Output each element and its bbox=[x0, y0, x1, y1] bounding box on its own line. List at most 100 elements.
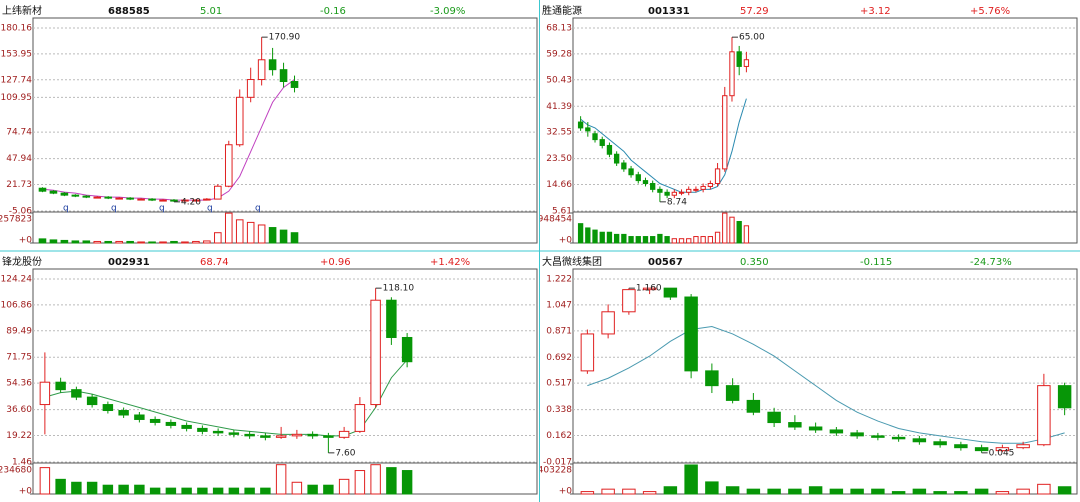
candle-body bbox=[197, 427, 208, 432]
volume-tick-label: +0 bbox=[559, 236, 573, 246]
ma-line bbox=[42, 79, 295, 201]
volume-bar bbox=[580, 491, 595, 495]
volume-tick-label: 12403228 bbox=[526, 466, 572, 476]
volume-bar bbox=[650, 236, 656, 244]
candle-body bbox=[671, 191, 677, 196]
candle-body bbox=[722, 95, 728, 170]
candle-body bbox=[642, 180, 649, 185]
signal-marker: q bbox=[63, 204, 69, 214]
volume-bar bbox=[621, 233, 627, 244]
y-tick-label: 5.61 bbox=[552, 207, 572, 217]
volume-bar bbox=[635, 236, 641, 244]
candle-body bbox=[354, 404, 366, 432]
candle-body bbox=[148, 198, 156, 201]
y-tick-label: 71.75 bbox=[6, 353, 32, 363]
volume-bar bbox=[613, 233, 620, 244]
candle-body bbox=[323, 435, 334, 438]
volume-bar bbox=[93, 240, 102, 244]
volume-bar bbox=[60, 239, 69, 244]
volume-bar bbox=[279, 229, 288, 244]
y-tick-label: 59.28 bbox=[546, 49, 572, 59]
candle-body bbox=[628, 168, 634, 176]
volume-bar bbox=[657, 233, 663, 244]
volume-bar bbox=[684, 464, 698, 495]
candle-body bbox=[338, 430, 350, 438]
candle-body bbox=[729, 51, 735, 97]
volume-bar bbox=[788, 488, 802, 495]
volume-bar bbox=[933, 491, 947, 495]
candle-body bbox=[260, 435, 271, 438]
candle-body bbox=[599, 139, 605, 146]
y-tick-label: 50.43 bbox=[546, 75, 572, 85]
candle-body bbox=[268, 59, 277, 71]
volume-bar bbox=[746, 488, 761, 495]
quote-code: 002931 bbox=[108, 257, 150, 268]
min-label: 0.045 bbox=[989, 448, 1015, 458]
quote-price: 0.350 bbox=[740, 257, 769, 268]
candle-body bbox=[664, 191, 670, 196]
candle-body bbox=[642, 287, 657, 291]
quote-price: 68.74 bbox=[200, 257, 229, 268]
volume-bar bbox=[671, 238, 677, 244]
candle-body bbox=[212, 430, 224, 434]
min-label: 7.60 bbox=[335, 448, 355, 458]
candle-body bbox=[743, 59, 750, 67]
volume-bar bbox=[49, 239, 58, 244]
candle-body bbox=[693, 188, 699, 191]
candle-body bbox=[228, 432, 240, 435]
volume-bar bbox=[714, 231, 721, 244]
volume-tick-label: +0 bbox=[19, 487, 33, 497]
signal-marker: q bbox=[159, 204, 165, 214]
candle-body bbox=[577, 121, 584, 129]
volume-bar bbox=[181, 487, 192, 495]
volume-tick-label: 13948454 bbox=[526, 215, 572, 225]
candle-body bbox=[613, 153, 620, 164]
volume-tick-label: 10234680 bbox=[0, 466, 32, 476]
volume-bar bbox=[663, 486, 678, 495]
volume-bar bbox=[137, 241, 145, 244]
volume-bar bbox=[235, 219, 244, 244]
y-tick-label: 14.66 bbox=[546, 180, 572, 190]
volume-bar bbox=[707, 236, 714, 244]
volume-bar bbox=[354, 470, 366, 495]
volume-bar bbox=[203, 240, 211, 244]
volume-bar bbox=[1037, 483, 1051, 495]
min-label: 4.20 bbox=[181, 197, 201, 207]
stock-panel: 大昌微线集团 00567 0.350 -0.115 -24.73% -0.017 0.162… bbox=[526, 255, 1078, 497]
plot-frame bbox=[32, 268, 538, 495]
volume-bar bbox=[871, 488, 885, 495]
candle-body bbox=[224, 144, 233, 187]
candle-body bbox=[401, 336, 413, 363]
volume-bar bbox=[118, 484, 129, 495]
candle-body bbox=[621, 162, 627, 170]
candle-body bbox=[725, 385, 740, 401]
quote-name: 上纬新材 bbox=[2, 4, 42, 17]
candle-body bbox=[686, 188, 692, 193]
plot-frame bbox=[572, 17, 1078, 244]
y-tick-label: 74.74 bbox=[6, 128, 32, 138]
y-tick-label: 23.50 bbox=[546, 154, 572, 164]
volume-bar bbox=[1016, 488, 1030, 495]
quote-code: 001331 bbox=[648, 6, 690, 17]
candle-body bbox=[736, 51, 742, 67]
volume-bar bbox=[606, 231, 613, 244]
candle-body bbox=[808, 426, 823, 431]
volume-bar bbox=[181, 241, 189, 244]
candle-body bbox=[657, 188, 663, 193]
stock-panel: 锋龙股份 002931 68.74 +0.96 +1.42% 1.46 19.22 36.60… bbox=[0, 255, 538, 497]
quote-code: 00567 bbox=[648, 257, 683, 268]
min-label: 8.74 bbox=[667, 197, 687, 207]
ma-line bbox=[580, 98, 747, 193]
candle-body bbox=[159, 199, 167, 202]
volume-bar bbox=[1057, 486, 1072, 495]
volume-bar bbox=[664, 236, 670, 244]
volume-bar bbox=[401, 470, 413, 495]
candle-body bbox=[386, 299, 397, 338]
volume-bar bbox=[102, 484, 114, 495]
candle-body bbox=[134, 414, 145, 420]
candle-body bbox=[86, 396, 98, 406]
candle-body bbox=[181, 424, 192, 429]
candle-body bbox=[788, 422, 802, 428]
candle-body bbox=[104, 196, 113, 199]
volume-bar bbox=[725, 486, 740, 495]
